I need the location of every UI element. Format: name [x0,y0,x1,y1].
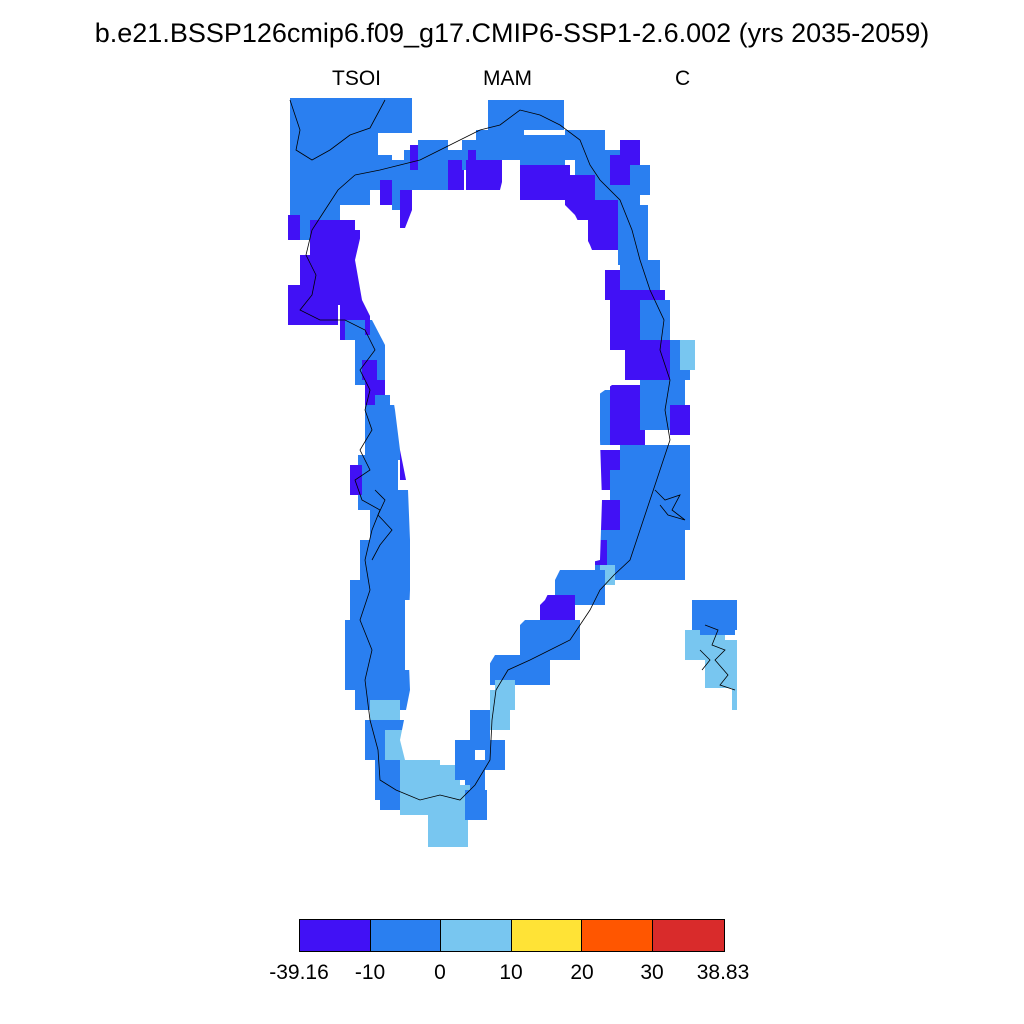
colorbar-box-3 [441,920,512,951]
grid-cell [495,680,515,710]
grid-cell [625,340,670,380]
colorbar-label-4: 10 [499,961,523,984]
grid-cell [588,200,618,250]
grid-cell [362,98,412,133]
units-label: C [675,67,691,90]
colorbar-box-4 [511,920,583,951]
grid-cell [288,215,300,240]
grid-cell [565,130,605,160]
grid-cell [520,620,580,660]
grid-cell [732,685,737,710]
colorbar-label-1: -39.16 [269,961,329,984]
grid-cell [630,165,650,195]
plot-title: b.e21.BSSP126cmip6.f09_g17.CMIP6-SSP1-2.… [94,18,930,48]
colorbar-label-5: 20 [570,961,594,984]
grid-cell [340,175,370,205]
grid-cell [520,165,570,200]
grid-cell [428,805,468,847]
colorbar-box-5 [582,920,653,951]
colorbar-box-1 [300,920,371,951]
grid-cell [465,760,485,790]
colorbar [299,919,725,952]
variable-label: TSOI [332,67,382,90]
coastline [289,99,736,801]
colorbar-label-7: 38.83 [696,961,750,984]
grid-cell [700,620,735,635]
grid-cell [350,465,362,495]
colorbar-label-2: -10 [354,961,386,984]
grid-cell [485,740,505,770]
grid-cell [610,385,645,445]
grid-cells [288,98,737,847]
grid-cell [466,160,502,190]
colorbar-label-3: 0 [434,961,446,984]
colorbar-box-6 [652,920,724,951]
grid-cell [320,230,360,280]
grid-cell [476,130,524,160]
grid-cell [448,160,464,190]
grid-cell [465,790,487,820]
ice-sheet-interior [355,170,612,760]
season-label: MAM [483,67,532,90]
colorbar-box-2 [370,920,442,951]
grid-cell [705,640,737,688]
grid-cell [520,135,565,170]
grid-cell [640,300,670,340]
grid-cell [385,730,405,760]
grid-cell [680,340,695,370]
grid-cell [670,405,690,435]
colorbar-label-6: 30 [640,961,664,984]
grid-cell [362,360,377,380]
